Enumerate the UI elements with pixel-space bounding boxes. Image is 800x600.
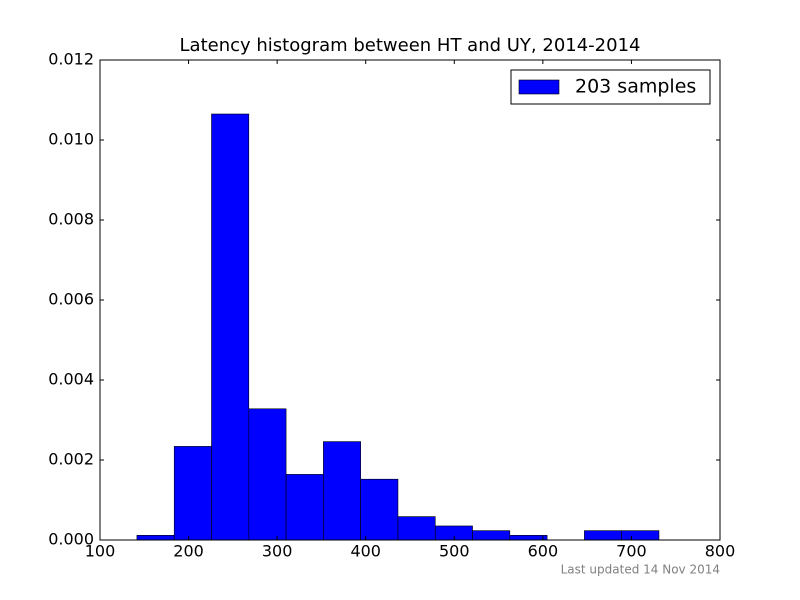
y-tick-label: 0.000 <box>48 530 94 549</box>
x-tick-label: 400 <box>350 542 381 561</box>
bar <box>397 516 436 541</box>
x-tick-label: 300 <box>262 542 293 561</box>
chart-title: Latency histogram between HT and UY, 201… <box>180 35 641 56</box>
x-tick-label: 700 <box>616 542 647 561</box>
x-tick-label: 200 <box>173 542 204 561</box>
bar <box>173 446 212 541</box>
bar <box>509 535 548 541</box>
bar <box>285 474 324 541</box>
bar <box>136 535 175 541</box>
legend-label: 203 samples <box>575 76 696 98</box>
y-tick-label: 0.008 <box>48 210 94 229</box>
bar <box>584 530 622 541</box>
bar <box>472 530 511 541</box>
x-tick-label: 500 <box>439 542 470 561</box>
y-tick-label: 0.012 <box>48 50 94 69</box>
legend-swatch <box>518 79 560 95</box>
bar <box>360 478 399 541</box>
y-tick-label: 0.006 <box>48 290 94 309</box>
footer-note: Last updated 14 Nov 2014 <box>561 563 720 577</box>
bar <box>248 408 287 541</box>
x-tick-label: 800 <box>705 542 736 561</box>
bar <box>323 441 361 541</box>
bar <box>621 530 660 541</box>
x-tick-label: 600 <box>528 542 559 561</box>
bar <box>211 113 250 541</box>
y-tick-label: 0.002 <box>48 450 94 469</box>
y-tick-label: 0.010 <box>48 130 94 149</box>
x-tick-label: 100 <box>85 542 116 561</box>
y-tick-label: 0.004 <box>48 370 94 389</box>
